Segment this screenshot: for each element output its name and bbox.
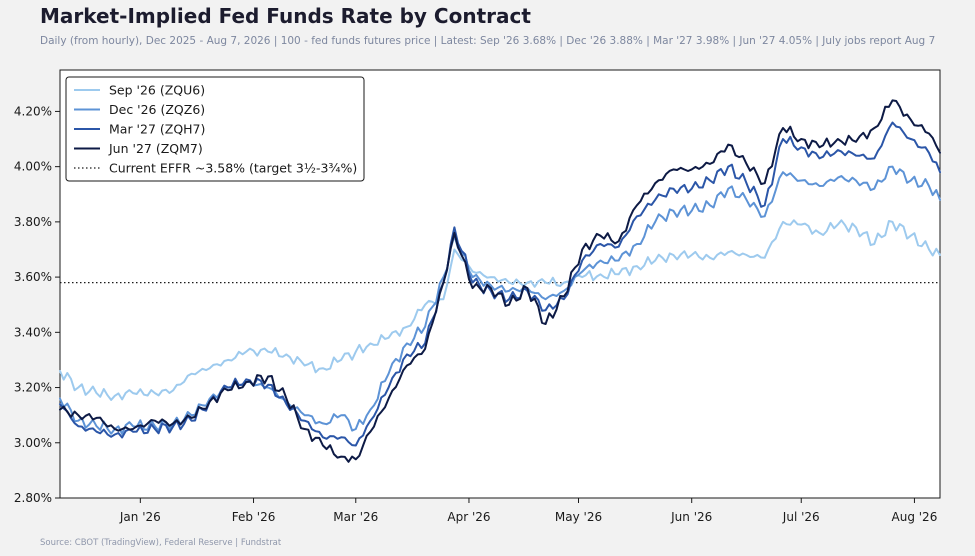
y-tick-label: 3.60% (14, 270, 52, 284)
legend-label: Mar '27 (ZQH7) (109, 122, 205, 137)
legend: Sep '26 (ZQU6) Dec '26 (ZQZ6) Mar '27 (ZQH… (65, 76, 365, 182)
legend-label: Jun '27 (ZQM7) (108, 141, 203, 156)
y-tick-label: 3.20% (14, 381, 52, 395)
y-tick-label: 3.80% (14, 215, 52, 229)
source-note: Source: CBOT (TradingView), Federal Rese… (40, 538, 282, 548)
series-line-1 (59, 219, 941, 401)
x-tick-label: Aug '26 (892, 510, 938, 524)
x-tick-label: Apr '26 (447, 510, 490, 524)
x-tick-label: Feb '26 (232, 510, 276, 524)
y-tick-label: 2.80% (14, 491, 52, 505)
y-axis: 2.80% 3.00% 3.20% 3.40% 3.60% 3.80% 4.00% 4.20% (14, 104, 60, 505)
x-tick-label: Mar '26 (333, 510, 378, 524)
x-tick-label: Jan '26 (119, 510, 161, 524)
x-axis: Jan '26 Feb '26 Mar '26 Apr '26 May '26 Jun '… (119, 498, 937, 524)
y-tick-label: 4.20% (14, 104, 52, 118)
legend-label: Dec '26 (ZQZ6) (109, 102, 205, 117)
legend-label: Sep '26 (ZQU6) (109, 83, 205, 98)
legend-label: Current EFFR ~3.58% (target 3½-3¾%) (109, 161, 357, 176)
series-line-2 (59, 165, 941, 435)
chart-title: Market-Implied Fed Funds Rate by Contrac… (40, 4, 531, 28)
legend-box (65, 76, 365, 182)
y-tick-label: 4.00% (14, 160, 52, 174)
series-line-4 (59, 99, 941, 463)
chart-subtitle: Daily (from hourly), Dec 2025 - Aug 7, 2… (40, 35, 936, 47)
y-tick-label: 3.00% (14, 436, 52, 450)
y-tick-label: 3.40% (14, 325, 52, 339)
x-tick-label: May '26 (555, 510, 602, 524)
series-layer (59, 99, 941, 463)
x-tick-label: Jun '26 (670, 510, 712, 524)
x-tick-label: Jul '26 (782, 510, 820, 524)
